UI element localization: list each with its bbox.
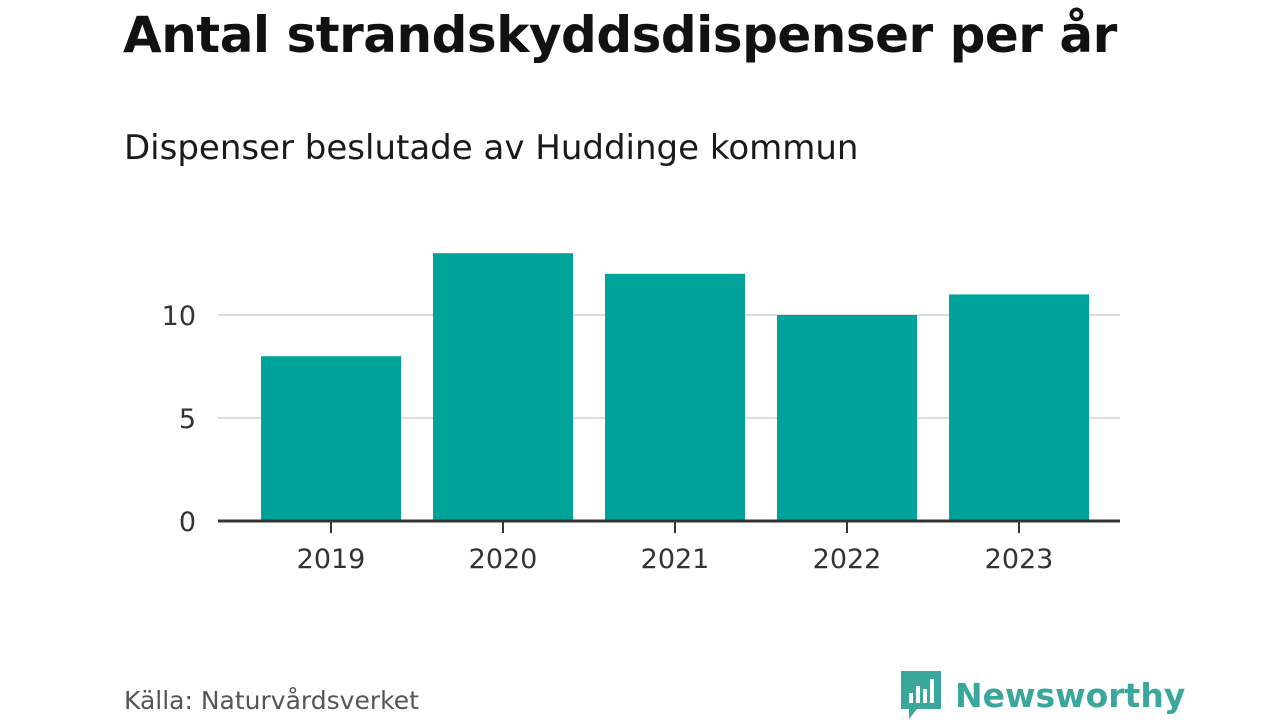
bar-chart: 0 5 10 2019 2020 2021 2022 2023: [162, 253, 1120, 575]
bar-2020: [433, 253, 573, 521]
newsworthy-logo: Newsworthy: [901, 670, 1185, 720]
bar-2022: [777, 315, 917, 521]
x-tick-label-2023: 2023: [985, 544, 1054, 575]
y-tick-label-10: 10: [162, 301, 196, 332]
y-tick-label-5: 5: [179, 404, 196, 435]
x-tick-label-2020: 2020: [469, 544, 538, 575]
x-tick-label-2021: 2021: [641, 544, 710, 575]
x-tick-label-2022: 2022: [813, 544, 882, 575]
chart-title: Antal strandskyddsdispenser per år: [123, 6, 1117, 64]
y-tick-label-0: 0: [179, 507, 196, 538]
bar-2019: [261, 356, 401, 521]
bar-2021: [605, 273, 745, 521]
chart-subtitle: Dispenser beslutade av Huddinge kommun: [124, 128, 859, 168]
brand-name: Newsworthy: [955, 675, 1186, 715]
bar-2023: [949, 294, 1089, 521]
bar-chart-speech-bubble-icon: [901, 671, 941, 719]
source-note: Källa: Naturvårdsverket: [124, 686, 419, 715]
x-tick-label-2019: 2019: [297, 544, 366, 575]
